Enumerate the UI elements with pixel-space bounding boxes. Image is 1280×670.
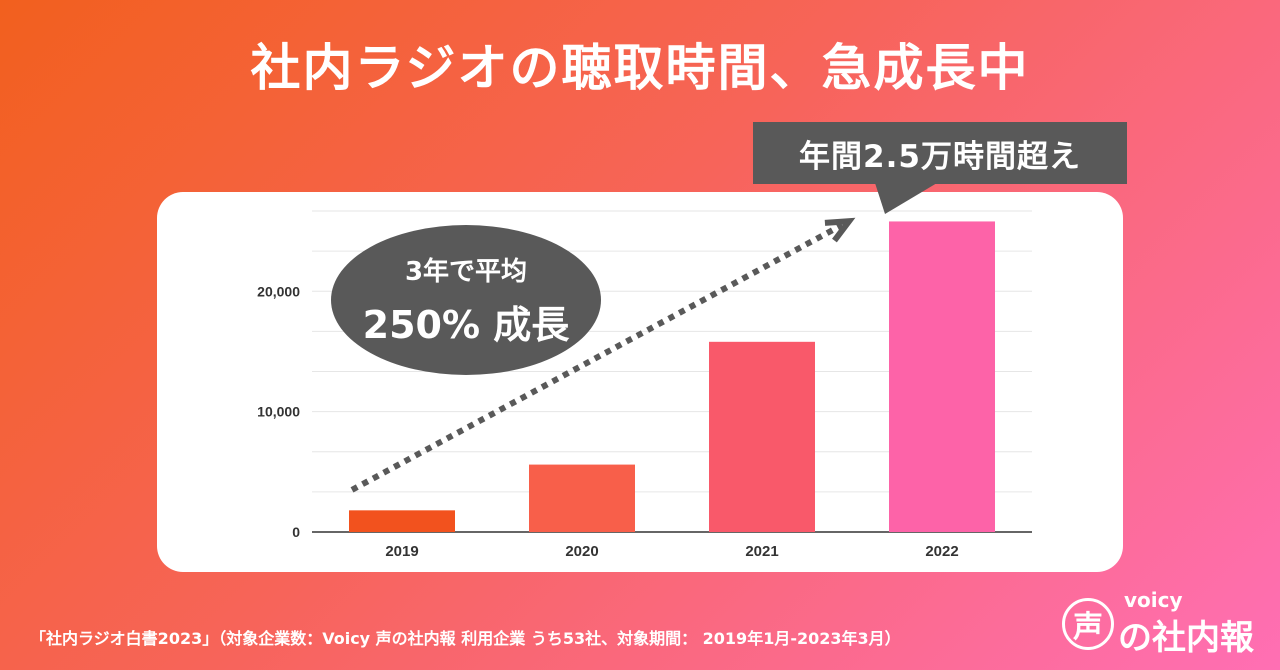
logo-brand-text: voicy <box>1124 588 1183 612</box>
growth-bubble: 3年で平均 250% 成長 <box>331 225 601 375</box>
y-tick-label: 20,000 <box>257 283 300 299</box>
annual-hours-callout: 年間2.5万時間超え <box>753 122 1127 184</box>
bar-2020 <box>529 464 635 532</box>
y-tick-label: 0 <box>292 524 300 540</box>
bar-2022 <box>889 221 995 532</box>
callout-tail <box>875 183 937 214</box>
x-tick-label: 2019 <box>385 543 418 560</box>
trend-arrow-line <box>350 222 844 493</box>
voice-logo-mark: 声 <box>1062 598 1114 650</box>
bar-2021 <box>709 341 815 532</box>
page-title: 社内ラジオの聴取時間、急成長中 <box>250 39 1030 97</box>
bar-2019 <box>349 510 455 532</box>
x-tick-label: 2022 <box>925 543 958 560</box>
growth-bubble-line1: 3年で平均 <box>404 257 528 287</box>
source-note: 「社内ラジオ白書2023」（対象企業数：Voicy 声の社内報 利用企業 うち5… <box>30 629 901 648</box>
chart-card: 0 10,000 20,000 2019 2020 2021 2022 <box>157 192 1123 572</box>
x-tick-label: 2021 <box>745 543 778 560</box>
x-tick-label: 2020 <box>565 543 598 560</box>
logo-product-name: の社内報 <box>1118 618 1254 658</box>
y-tick-label: 10,000 <box>257 404 300 420</box>
voicy-logo: 声 voicy の社内報 <box>1062 588 1262 660</box>
bar-chart: 0 10,000 20,000 2019 2020 2021 2022 <box>257 210 1032 560</box>
trend-arrow-head <box>824 217 856 243</box>
growth-bubble-line2: 250% 成長 <box>362 303 570 347</box>
